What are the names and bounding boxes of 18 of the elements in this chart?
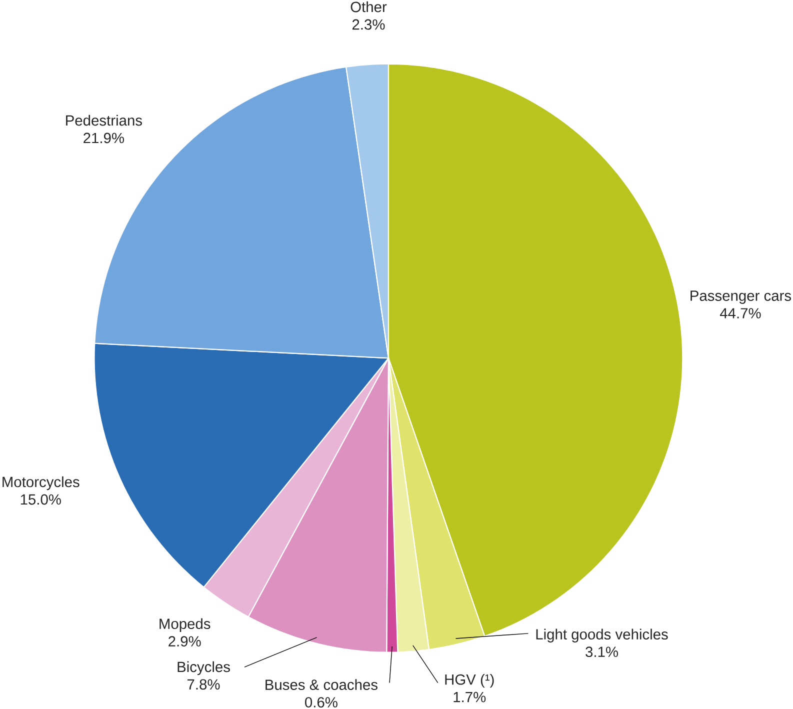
slice-label: Bicycles bbox=[178, 661, 230, 676]
slice-label: Motorcycles bbox=[2, 476, 80, 490]
slice-label: Mopeds bbox=[160, 618, 210, 632]
data-label: 15.0% bbox=[20, 494, 61, 505]
data-label: 44.7% bbox=[720, 308, 761, 318]
slice-label: Other bbox=[350, 1, 387, 12]
data-label: 2.9% bbox=[168, 636, 201, 647]
data-label: 2.3% bbox=[352, 19, 385, 30]
slice-label: HGV (¹) bbox=[445, 674, 494, 688]
data-label: 1.7% bbox=[454, 692, 486, 702]
slice-label: Pedestrians bbox=[66, 114, 142, 126]
data-label: 0.6% bbox=[305, 697, 338, 708]
data-label: 7.8% bbox=[188, 679, 220, 690]
slice-label: Buses & coaches bbox=[266, 679, 378, 690]
data-label: 3.1% bbox=[586, 646, 618, 658]
slice-label: Passenger cars bbox=[690, 290, 792, 304]
data-label: 21.9% bbox=[84, 132, 124, 144]
slice-label: Light goods vehicles bbox=[536, 628, 668, 642]
